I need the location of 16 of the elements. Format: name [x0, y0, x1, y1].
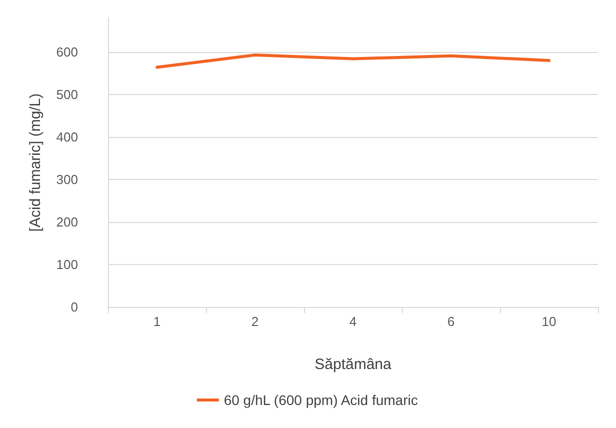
- y-tick-label: 400: [56, 130, 78, 144]
- y-axis-title: [Acid fumaric] (mg/L): [27, 93, 44, 232]
- x-tick-label: 2: [251, 314, 259, 329]
- legend-label: 60 g/hL (600 ppm) Acid fumaric: [224, 392, 418, 408]
- x-tick-label: 1: [153, 314, 161, 329]
- x-axis-title: Săptămâna: [314, 356, 392, 373]
- y-tick-label: 500: [56, 87, 78, 102]
- x-tick-label: 4: [349, 314, 357, 329]
- x-tick-label: 10: [542, 314, 556, 329]
- y-tick-label: 0: [70, 300, 78, 314]
- y-tick-label: 200: [56, 214, 78, 230]
- y-tick-label: 300: [56, 172, 78, 187]
- x-tick-label: 6: [447, 314, 455, 329]
- y-tick-label: 100: [56, 257, 78, 272]
- line-series: [156, 53, 550, 69]
- y-tick-label: 600: [56, 44, 78, 60]
